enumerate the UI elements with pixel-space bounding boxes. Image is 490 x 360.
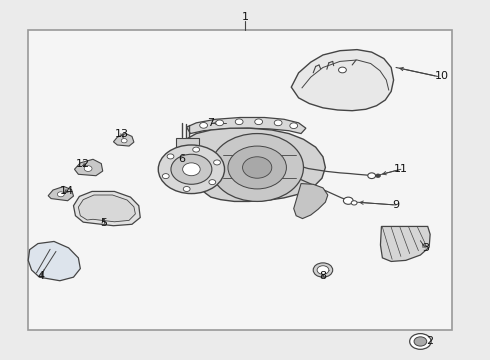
- Bar: [176, 138, 199, 148]
- Polygon shape: [78, 195, 135, 222]
- Circle shape: [84, 166, 92, 171]
- Text: 9: 9: [392, 200, 400, 210]
- Text: 13: 13: [115, 129, 129, 139]
- Polygon shape: [187, 117, 306, 134]
- Polygon shape: [294, 184, 328, 219]
- Circle shape: [317, 266, 329, 274]
- Circle shape: [183, 186, 190, 192]
- Text: 7: 7: [207, 118, 215, 128]
- Circle shape: [183, 163, 200, 176]
- Circle shape: [290, 123, 297, 129]
- Bar: [28, 30, 452, 330]
- Circle shape: [193, 147, 199, 152]
- Text: 12: 12: [76, 159, 90, 169]
- Circle shape: [211, 134, 303, 202]
- Circle shape: [243, 157, 272, 178]
- Circle shape: [235, 119, 243, 125]
- Circle shape: [375, 174, 380, 177]
- Text: 8: 8: [319, 271, 326, 282]
- Text: 5: 5: [100, 218, 107, 228]
- Polygon shape: [48, 186, 74, 201]
- Polygon shape: [291, 50, 393, 111]
- Circle shape: [255, 119, 263, 125]
- Circle shape: [162, 174, 169, 179]
- Polygon shape: [74, 159, 103, 176]
- Text: 14: 14: [60, 186, 74, 196]
- Polygon shape: [114, 134, 134, 146]
- Circle shape: [216, 120, 223, 126]
- Circle shape: [158, 145, 224, 194]
- Circle shape: [343, 197, 353, 204]
- Circle shape: [313, 263, 333, 277]
- Circle shape: [171, 154, 212, 184]
- Circle shape: [228, 146, 287, 189]
- Circle shape: [368, 173, 375, 179]
- Polygon shape: [74, 192, 140, 226]
- Circle shape: [351, 201, 357, 205]
- Circle shape: [209, 180, 216, 185]
- Text: 11: 11: [394, 164, 408, 174]
- Circle shape: [414, 337, 427, 346]
- Text: 10: 10: [435, 71, 449, 81]
- Circle shape: [214, 160, 220, 165]
- Text: 6: 6: [178, 154, 185, 163]
- Polygon shape: [176, 128, 325, 202]
- Text: 2: 2: [427, 337, 434, 346]
- Circle shape: [57, 192, 64, 197]
- Circle shape: [200, 122, 207, 128]
- Text: 3: 3: [422, 243, 429, 253]
- Circle shape: [274, 120, 282, 126]
- Circle shape: [410, 334, 431, 349]
- Circle shape: [339, 67, 346, 73]
- Circle shape: [121, 139, 127, 143]
- Text: 1: 1: [242, 13, 248, 22]
- Text: 4: 4: [38, 271, 45, 282]
- Polygon shape: [380, 226, 430, 261]
- Polygon shape: [28, 242, 80, 281]
- Circle shape: [167, 154, 174, 159]
